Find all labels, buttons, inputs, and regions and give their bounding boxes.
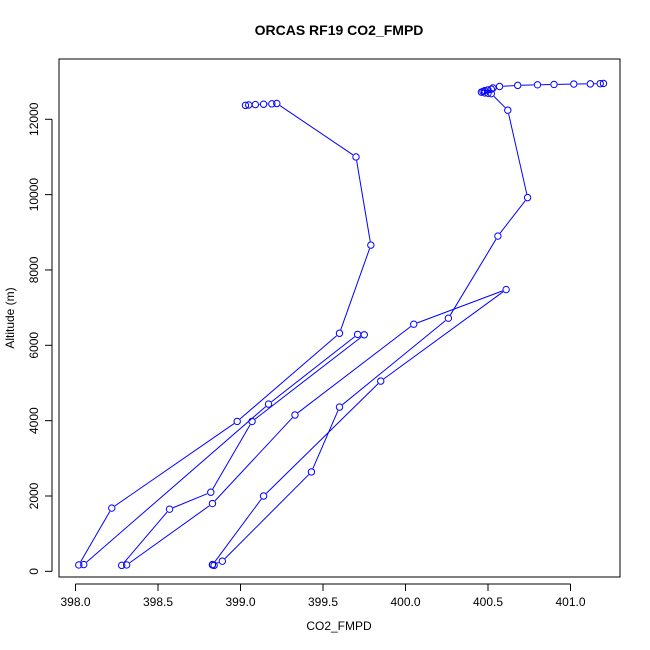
y-tick-label: 0 <box>27 568 41 575</box>
data-point <box>495 82 504 91</box>
data-point <box>165 505 174 513</box>
series-line-segment <box>493 95 506 108</box>
data-point <box>367 241 375 249</box>
series-line-segment <box>417 290 503 324</box>
series-line-segment <box>508 113 528 195</box>
series-layer <box>75 79 608 570</box>
data-point <box>487 89 495 98</box>
data-point <box>514 81 522 90</box>
data-point <box>268 100 276 108</box>
series-line-segment <box>172 493 208 509</box>
series-line-segment <box>279 105 354 156</box>
data-point <box>523 193 532 202</box>
data-point <box>484 89 492 97</box>
data-point <box>352 153 360 161</box>
data-point <box>118 561 126 570</box>
data-point <box>550 80 558 89</box>
series-line-segment <box>449 239 497 316</box>
series-line-segment <box>86 406 267 563</box>
series-line-segment <box>342 320 446 406</box>
series-line-segment <box>80 511 111 562</box>
series-line-segment <box>503 85 514 87</box>
y-axis-label: Altitude (m) <box>3 287 17 348</box>
series-line-segment <box>254 336 362 420</box>
data-point <box>494 232 502 240</box>
y-tick-label: 4000 <box>27 407 41 434</box>
y-axis: 0 2000 4000 6000 8000 10000 12000 <box>27 102 53 575</box>
data-point <box>245 101 253 109</box>
y-tick-label: 10000 <box>27 178 41 212</box>
x-axis-label: CO2_FMPD <box>306 619 372 633</box>
data-point <box>80 560 88 569</box>
data-point <box>75 561 83 569</box>
plot-frame <box>58 58 621 578</box>
data-point <box>596 79 604 88</box>
data-point <box>377 377 385 385</box>
x-tick-label: 400.0 <box>390 595 420 609</box>
data-point <box>207 488 215 496</box>
y-tick-label: 8000 <box>27 256 41 283</box>
data-point <box>208 561 217 569</box>
data-point <box>122 561 131 569</box>
data-point <box>586 80 594 88</box>
x-tick-label: 398.0 <box>60 595 90 609</box>
series-line-segment <box>356 160 371 242</box>
data-point <box>259 100 268 108</box>
x-axis: 398.0 398.5 399.0 399.5 400.0 400.5 401.0 <box>60 583 586 609</box>
data-point <box>307 468 316 476</box>
data-point <box>208 499 217 508</box>
y-tick-label: 2000 <box>27 482 41 509</box>
series-line-segment <box>271 336 355 403</box>
series-line-segment <box>499 200 526 234</box>
chart-title: ORCAS RF19 CO2_FMPD <box>255 22 424 38</box>
data-point <box>264 400 273 408</box>
x-tick-label: 400.5 <box>473 595 503 609</box>
data-point <box>444 314 453 322</box>
data-point <box>273 99 281 108</box>
series-line-segment <box>129 505 210 564</box>
data-point <box>291 411 299 419</box>
data-point <box>218 557 227 565</box>
series-line-segment <box>340 248 371 330</box>
x-tick-label: 399.0 <box>225 595 255 609</box>
series-line-segment <box>212 424 251 490</box>
x-tick-label: 401.0 <box>555 595 585 609</box>
data-point <box>410 320 418 328</box>
y-tick-label: 12000 <box>27 102 41 136</box>
data-point <box>335 329 344 337</box>
data-point <box>259 492 268 500</box>
data-point <box>504 106 512 114</box>
series-line-segment <box>383 291 504 380</box>
series-line-segment <box>114 423 235 507</box>
series-line-segment <box>214 417 293 502</box>
data-point <box>241 101 250 110</box>
series-line-segment <box>312 410 339 469</box>
series-line-segment <box>265 383 379 494</box>
series-line-segment <box>239 335 337 420</box>
series-line-segment <box>214 498 262 563</box>
data-point <box>599 79 608 88</box>
data-point <box>533 81 542 89</box>
series-line-segment <box>123 511 168 563</box>
data-point <box>353 330 362 339</box>
x-tick-label: 399.5 <box>308 595 338 609</box>
y-tick-label: 6000 <box>27 332 41 359</box>
data-point <box>233 417 241 426</box>
data-point <box>502 285 510 294</box>
series-line-segment <box>297 326 412 414</box>
data-point <box>248 417 256 426</box>
data-point <box>108 504 116 512</box>
data-point <box>335 403 344 411</box>
x-tick-label: 398.5 <box>143 595 173 609</box>
data-point <box>570 80 578 88</box>
series-line-segment <box>224 474 310 559</box>
